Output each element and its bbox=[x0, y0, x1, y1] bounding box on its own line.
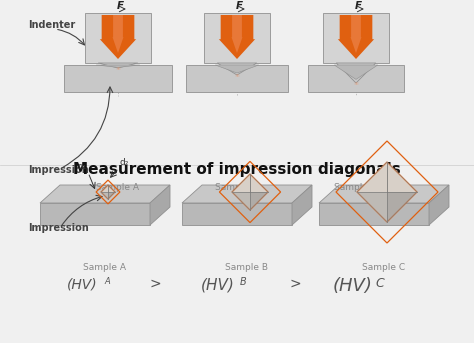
Text: >: > bbox=[149, 277, 161, 291]
Text: C: C bbox=[375, 277, 384, 290]
Polygon shape bbox=[292, 185, 312, 225]
Polygon shape bbox=[98, 63, 138, 68]
Polygon shape bbox=[232, 174, 268, 210]
Text: Sample A: Sample A bbox=[97, 183, 139, 192]
Polygon shape bbox=[219, 15, 255, 59]
Polygon shape bbox=[215, 65, 259, 73]
Text: (HV): (HV) bbox=[67, 277, 97, 291]
Polygon shape bbox=[40, 203, 150, 225]
Polygon shape bbox=[357, 192, 387, 222]
Text: Sample C: Sample C bbox=[335, 183, 378, 192]
Text: Sample B: Sample B bbox=[216, 183, 258, 192]
Polygon shape bbox=[319, 185, 449, 203]
Polygon shape bbox=[338, 15, 374, 59]
Polygon shape bbox=[387, 192, 417, 222]
Polygon shape bbox=[334, 65, 378, 79]
Text: Sample C: Sample C bbox=[363, 263, 406, 272]
Text: (HV): (HV) bbox=[333, 277, 373, 295]
Polygon shape bbox=[112, 15, 123, 53]
Text: A: A bbox=[104, 277, 110, 286]
Polygon shape bbox=[108, 192, 115, 199]
Polygon shape bbox=[232, 192, 250, 210]
Polygon shape bbox=[186, 65, 288, 92]
Polygon shape bbox=[217, 63, 257, 75]
Text: B: B bbox=[240, 277, 247, 287]
Polygon shape bbox=[40, 185, 170, 203]
Polygon shape bbox=[323, 13, 389, 63]
Polygon shape bbox=[150, 185, 170, 225]
Text: F: F bbox=[117, 1, 124, 11]
Polygon shape bbox=[357, 162, 417, 222]
Polygon shape bbox=[101, 185, 115, 199]
Polygon shape bbox=[308, 65, 404, 92]
Polygon shape bbox=[101, 192, 108, 199]
Polygon shape bbox=[100, 15, 136, 59]
Text: Sample A: Sample A bbox=[83, 263, 127, 272]
Text: d₂: d₂ bbox=[120, 158, 129, 167]
Text: (HV): (HV) bbox=[201, 277, 235, 292]
Polygon shape bbox=[429, 185, 449, 225]
Polygon shape bbox=[250, 192, 268, 210]
Polygon shape bbox=[182, 185, 312, 203]
Polygon shape bbox=[64, 65, 172, 92]
Text: Impression: Impression bbox=[28, 165, 89, 175]
Polygon shape bbox=[319, 203, 429, 225]
Polygon shape bbox=[85, 13, 151, 63]
Polygon shape bbox=[232, 15, 242, 53]
Text: F: F bbox=[355, 1, 362, 11]
Text: Impression: Impression bbox=[28, 223, 89, 233]
Polygon shape bbox=[96, 65, 140, 68]
Polygon shape bbox=[351, 15, 362, 53]
Text: F: F bbox=[236, 1, 243, 11]
Polygon shape bbox=[204, 13, 270, 63]
Polygon shape bbox=[336, 63, 376, 83]
Text: Indenter: Indenter bbox=[28, 20, 75, 30]
Text: Measurement of impression diagonals: Measurement of impression diagonals bbox=[73, 162, 401, 177]
Text: >: > bbox=[289, 277, 301, 291]
Text: d₁: d₁ bbox=[78, 163, 87, 172]
Polygon shape bbox=[182, 203, 292, 225]
Text: Sample B: Sample B bbox=[226, 263, 268, 272]
